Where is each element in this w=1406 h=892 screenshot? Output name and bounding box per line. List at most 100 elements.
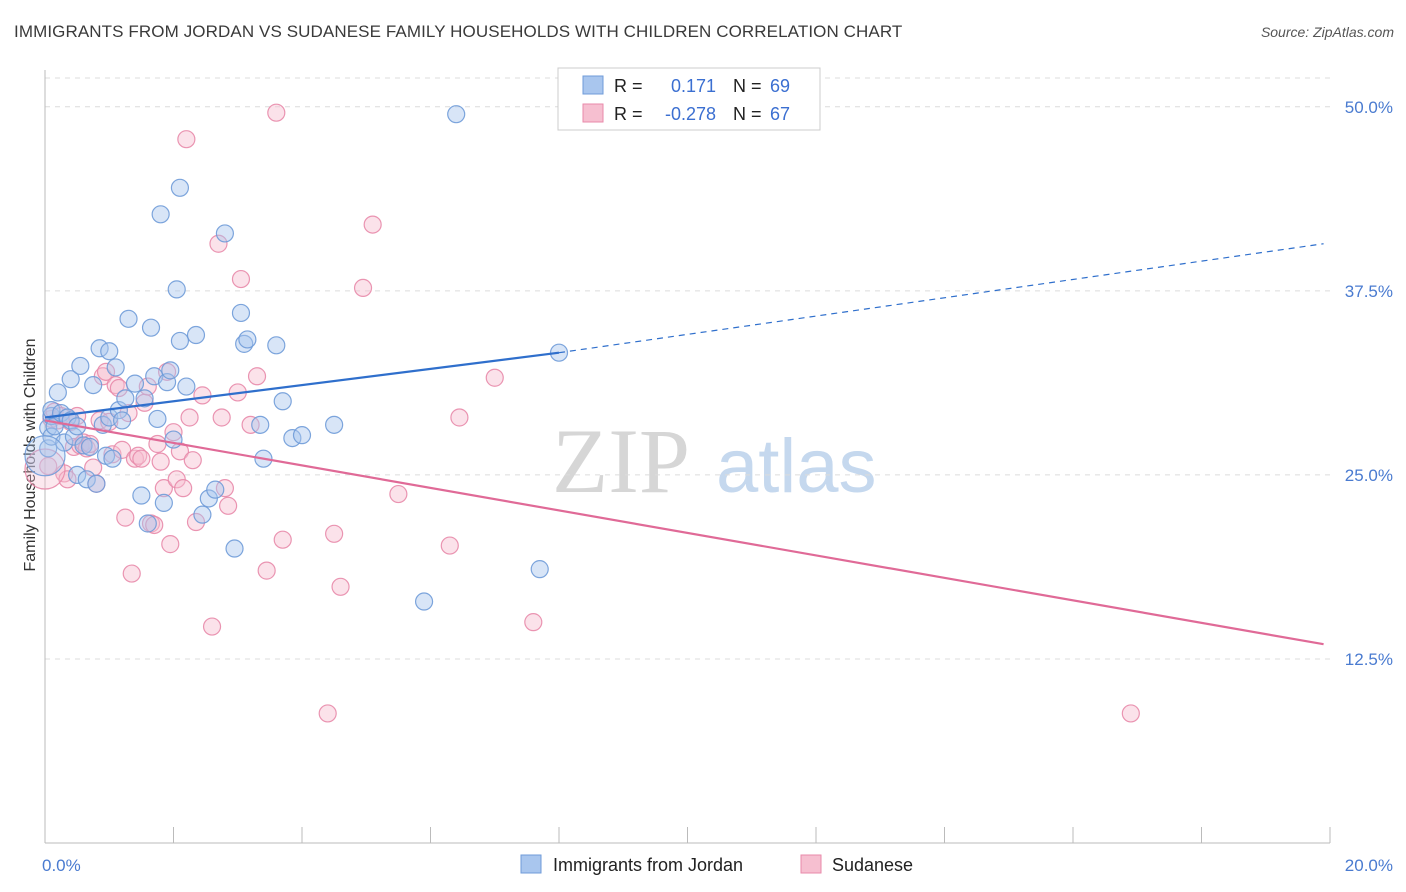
bottom-legend-label-jordan: Immigrants from Jordan — [553, 855, 743, 875]
data-point-blue-53 — [225, 539, 244, 558]
trend-line-blue-projection — [558, 243, 1324, 354]
data-point-blue-0 — [39, 439, 58, 458]
data-point-pink-41 — [170, 442, 190, 461]
data-point-pink-27 — [125, 449, 145, 468]
data-point-pink-28 — [129, 446, 148, 465]
grid-lines — [45, 77, 1330, 660]
data-point-blue-68 — [24, 435, 66, 477]
data-point-blue-59 — [267, 336, 286, 355]
data-point-blue-52 — [215, 224, 234, 243]
series-sudanese-points — [24, 103, 1140, 723]
legend-r-label-1: R = — [614, 76, 643, 96]
data-point-blue-47 — [177, 377, 196, 396]
data-point-pink-65 — [389, 484, 408, 504]
data-point-blue-64 — [414, 592, 434, 611]
data-point-blue-33 — [132, 486, 151, 505]
data-point-blue-48 — [186, 325, 206, 345]
trend-line-pink — [44, 419, 1324, 646]
data-point-blue-31 — [119, 309, 138, 328]
series-jordan-points — [24, 105, 569, 611]
data-point-blue-30 — [116, 389, 135, 408]
data-point-pink-58 — [267, 103, 286, 122]
data-point-blue-65 — [447, 105, 466, 124]
data-point-blue-49 — [193, 505, 212, 524]
tick-labels: 12.5% 25.0% 37.5% 50.0% 0.0% 20.0% — [42, 98, 1393, 875]
data-point-pink-48 — [202, 617, 222, 636]
data-point-blue-27 — [106, 358, 125, 377]
data-point-blue-38 — [148, 409, 167, 429]
data-point-blue-35 — [138, 514, 157, 533]
data-point-pink-64 — [363, 215, 382, 234]
chart-source: Source: ZipAtlas.com — [1260, 24, 1394, 40]
data-point-blue-15 — [71, 356, 90, 376]
bottom-legend-swatch-jordan — [520, 854, 542, 874]
y-tick-label-0: 12.5% — [1345, 650, 1393, 669]
data-point-pink-6 — [58, 470, 77, 489]
data-point-blue-60 — [273, 392, 292, 411]
data-point-blue-20 — [87, 474, 106, 493]
data-point-blue-32 — [125, 374, 145, 393]
legend-n-label-1: N = — [733, 76, 762, 96]
data-point-pink-39 — [164, 423, 183, 442]
trend-lines — [44, 243, 1324, 646]
legend-r-label-2: R = — [614, 104, 643, 124]
bottom-legend: Immigrants from Jordan Sudanese — [520, 854, 913, 875]
data-point-pink-29 — [132, 449, 151, 468]
data-point-blue-45 — [170, 331, 190, 351]
data-point-pink-44 — [180, 408, 199, 427]
data-point-blue-34 — [135, 389, 154, 408]
data-point-blue-42 — [161, 361, 180, 380]
legend-swatch-sudanese — [582, 103, 604, 123]
data-point-blue-14 — [68, 465, 87, 485]
legend-r-value-1: 0.171 — [671, 76, 716, 96]
data-point-blue-66 — [530, 560, 549, 579]
data-point-pink-56 — [247, 367, 267, 386]
legend-swatch-jordan — [582, 75, 604, 95]
data-point-pink-45 — [183, 451, 202, 470]
data-point-pink-47 — [193, 386, 212, 405]
data-point-pink-18 — [96, 362, 116, 381]
data-point-blue-24 — [100, 342, 119, 361]
data-point-blue-62 — [292, 426, 312, 445]
data-point-blue-11 — [61, 370, 80, 389]
data-point-blue-39 — [151, 205, 170, 224]
data-point-blue-19 — [84, 375, 103, 395]
data-point-blue-36 — [141, 318, 161, 337]
data-point-pink-0 — [39, 456, 58, 476]
data-point-pink-36 — [154, 479, 173, 498]
watermark-atlas: atlas — [716, 424, 877, 509]
x-tick-label-1: 20.0% — [1345, 856, 1393, 875]
data-point-pink-35 — [151, 452, 170, 471]
data-point-blue-54 — [231, 303, 251, 323]
data-point-pink-66 — [440, 536, 459, 555]
data-point-pink-49 — [209, 234, 228, 253]
data-point-pink-46 — [186, 512, 206, 532]
data-point-pink-57 — [257, 561, 276, 580]
data-point-pink-67 — [450, 408, 469, 427]
data-point-pink-62 — [331, 577, 350, 596]
data-point-blue-44 — [167, 280, 186, 299]
data-point-blue-46 — [170, 178, 190, 197]
bottom-legend-swatch-sudanese — [800, 854, 822, 874]
y-tick-label-3: 50.0% — [1345, 98, 1393, 117]
data-point-pink-59 — [273, 530, 292, 549]
data-point-pink-51 — [215, 479, 234, 498]
data-point-blue-29 — [112, 411, 132, 430]
legend-r-value-2: -0.278 — [665, 104, 716, 124]
data-point-blue-16 — [74, 436, 93, 455]
data-point-pink-42 — [174, 479, 193, 498]
data-point-blue-56 — [238, 330, 257, 349]
data-point-blue-63 — [325, 415, 344, 434]
data-point-pink-61 — [325, 524, 344, 543]
data-point-pink-24 — [116, 508, 135, 527]
bottom-legend-label-sudanese: Sudanese — [832, 855, 913, 875]
data-point-pink-33 — [145, 515, 164, 535]
legend-n-value-2: 67 — [770, 104, 790, 124]
data-point-pink-69 — [524, 613, 543, 632]
data-point-blue-57 — [251, 415, 270, 434]
watermark-zip: ZIP — [552, 410, 690, 512]
data-point-pink-20 — [103, 445, 122, 464]
legend-n-label-2: N = — [733, 104, 762, 124]
data-point-pink-43 — [177, 130, 196, 149]
